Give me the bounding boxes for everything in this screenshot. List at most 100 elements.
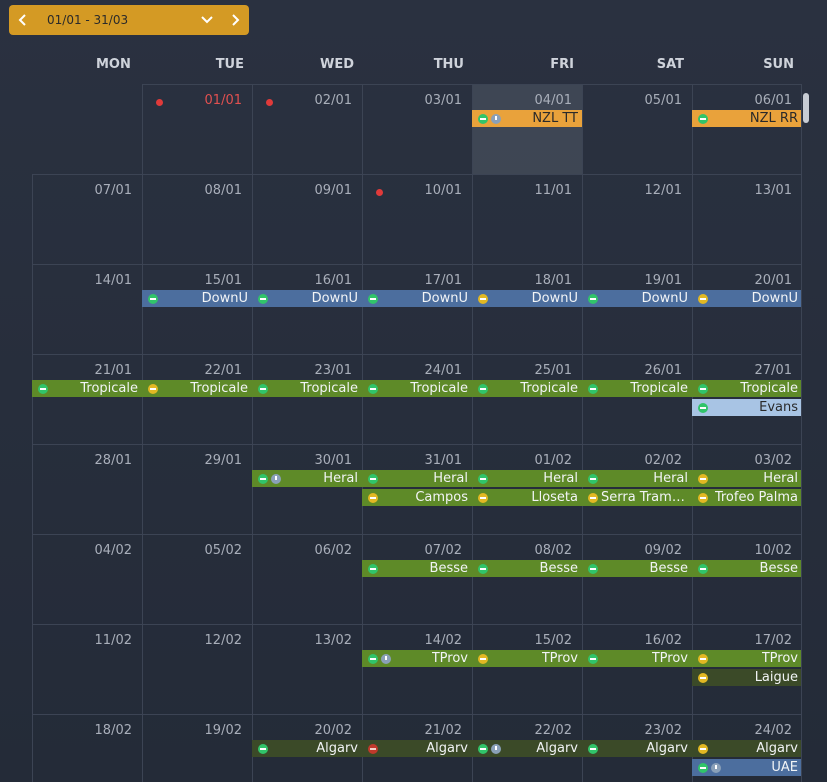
event-bar[interactable]: Lloseta bbox=[472, 489, 582, 506]
day-cell[interactable]: 09/01 bbox=[252, 174, 362, 264]
event-bar[interactable]: DownU bbox=[142, 290, 252, 307]
day-cell-today[interactable]: 04/01 bbox=[472, 84, 582, 174]
event-bar[interactable]: Besse bbox=[472, 560, 582, 577]
day-cell[interactable]: 02/01 bbox=[252, 84, 362, 174]
event-bar[interactable]: Tropicale bbox=[582, 380, 692, 397]
day-cell[interactable]: 19/02 bbox=[142, 714, 252, 782]
day-cell[interactable]: 28/01 bbox=[32, 444, 142, 534]
day-cell[interactable]: 08/02 bbox=[472, 534, 582, 624]
day-cell[interactable]: 17/01 bbox=[362, 264, 472, 354]
day-cell[interactable]: 14/02 bbox=[362, 624, 472, 714]
event-bar[interactable]: UAE bbox=[692, 759, 802, 776]
event-bar[interactable]: NZL RR bbox=[692, 110, 802, 127]
day-cell[interactable]: 05/01 bbox=[582, 84, 692, 174]
day-cell[interactable]: 20/01 bbox=[692, 264, 802, 354]
event-bar[interactable]: Tropicale bbox=[142, 380, 252, 397]
range-dropdown-button[interactable] bbox=[193, 5, 221, 35]
event-bar[interactable]: DownU bbox=[362, 290, 472, 307]
event-bar[interactable]: Algarv bbox=[692, 740, 802, 757]
day-cell[interactable]: 10/02 bbox=[692, 534, 802, 624]
event-title: Heral bbox=[543, 471, 578, 486]
event-bar[interactable]: Serra Tramunt... bbox=[582, 489, 692, 506]
day-cell[interactable]: 29/01 bbox=[142, 444, 252, 534]
day-date: 13/01 bbox=[754, 183, 792, 198]
event-bar[interactable]: Heral bbox=[692, 470, 802, 487]
status-ok-icon bbox=[698, 762, 708, 773]
day-cell[interactable]: 12/01 bbox=[582, 174, 692, 264]
event-bar[interactable]: DownU bbox=[582, 290, 692, 307]
event-bar[interactable]: Algarv bbox=[582, 740, 692, 757]
day-cell[interactable]: 13/01 bbox=[692, 174, 802, 264]
event-bar[interactable]: Besse bbox=[362, 560, 472, 577]
event-bar[interactable]: Heral bbox=[472, 470, 582, 487]
event-bar[interactable]: TProv bbox=[582, 650, 692, 667]
day-cell[interactable]: 18/02 bbox=[32, 714, 142, 782]
event-bar[interactable]: TProv bbox=[362, 650, 472, 667]
event-bar[interactable]: TProv bbox=[692, 650, 802, 667]
day-cell[interactable]: 16/01 bbox=[252, 264, 362, 354]
event-bar[interactable]: DownU bbox=[472, 290, 582, 307]
day-cell[interactable]: 12/02 bbox=[142, 624, 252, 714]
prev-range-button[interactable] bbox=[9, 5, 37, 35]
day-cell[interactable]: 30/01 bbox=[252, 444, 362, 534]
event-title: DownU bbox=[421, 291, 468, 306]
status-ok-icon bbox=[698, 113, 708, 124]
day-cell[interactable]: 15/01 bbox=[142, 264, 252, 354]
alert-icon bbox=[368, 743, 378, 754]
event-bar[interactable]: Tropicale bbox=[32, 380, 142, 397]
event-bar[interactable]: Heral bbox=[252, 470, 362, 487]
day-cell[interactable]: 11/01 bbox=[472, 174, 582, 264]
day-cell[interactable]: 22/01 bbox=[142, 354, 252, 444]
next-range-button[interactable] bbox=[221, 5, 249, 35]
event-bar[interactable]: Tropicale bbox=[692, 380, 802, 397]
event-title: Tropicale bbox=[190, 381, 248, 396]
day-cell[interactable]: 23/01 bbox=[252, 354, 362, 444]
event-bar[interactable]: Heral bbox=[582, 470, 692, 487]
event-bar[interactable]: Tropicale bbox=[252, 380, 362, 397]
event-bar[interactable]: Tropicale bbox=[472, 380, 582, 397]
event-bar[interactable]: Besse bbox=[582, 560, 692, 577]
event-bar[interactable]: NZL TT bbox=[472, 110, 582, 127]
day-cell[interactable]: 21/01 bbox=[32, 354, 142, 444]
day-cell[interactable]: 18/01 bbox=[472, 264, 582, 354]
event-bar[interactable]: DownU bbox=[252, 290, 362, 307]
event-bar[interactable]: Algarv bbox=[362, 740, 472, 757]
day-cell[interactable]: 03/01 bbox=[362, 84, 472, 174]
event-title: Algarv bbox=[316, 741, 358, 756]
day-cell[interactable]: 09/02 bbox=[582, 534, 692, 624]
status-warning-icon bbox=[698, 473, 708, 484]
day-cell[interactable]: 11/02 bbox=[32, 624, 142, 714]
day-cell[interactable]: 25/01 bbox=[472, 354, 582, 444]
day-cell[interactable]: 15/02 bbox=[472, 624, 582, 714]
day-cell[interactable]: 07/02 bbox=[362, 534, 472, 624]
day-cell[interactable]: 01/01 bbox=[142, 84, 252, 174]
day-cell[interactable]: 08/01 bbox=[142, 174, 252, 264]
event-bar[interactable]: Laigue bbox=[692, 669, 802, 686]
event-bar[interactable]: TProv bbox=[472, 650, 582, 667]
event-bar[interactable]: Besse bbox=[692, 560, 802, 577]
event-title: Besse bbox=[539, 561, 578, 576]
day-cell[interactable]: 06/02 bbox=[252, 534, 362, 624]
day-cell[interactable]: 05/02 bbox=[142, 534, 252, 624]
event-bar[interactable]: Algarv bbox=[472, 740, 582, 757]
day-cell[interactable]: 24/01 bbox=[362, 354, 472, 444]
event-bar[interactable]: Tropicale bbox=[362, 380, 472, 397]
date-range-picker[interactable]: 01/01 - 31/03 bbox=[9, 5, 249, 35]
day-cell[interactable]: 13/02 bbox=[252, 624, 362, 714]
day-cell[interactable]: 19/01 bbox=[582, 264, 692, 354]
day-cell[interactable]: 26/01 bbox=[582, 354, 692, 444]
day-cell[interactable]: 07/01 bbox=[32, 174, 142, 264]
day-cell[interactable]: 04/02 bbox=[32, 534, 142, 624]
event-bar[interactable]: Heral bbox=[362, 470, 472, 487]
day-cell[interactable]: 06/01 bbox=[692, 84, 802, 174]
event-bar[interactable]: Algarv bbox=[252, 740, 362, 757]
event-bar[interactable]: Evans bbox=[692, 399, 802, 416]
day-cell[interactable]: 10/01 bbox=[362, 174, 472, 264]
event-bar[interactable]: DownU bbox=[692, 290, 802, 307]
day-cell[interactable]: 16/02 bbox=[582, 624, 692, 714]
event-bar[interactable]: Trofeo Palma bbox=[692, 489, 802, 506]
scrollbar-thumb[interactable] bbox=[803, 93, 809, 123]
event-title: Heral bbox=[653, 471, 688, 486]
day-cell[interactable]: 14/01 bbox=[32, 264, 142, 354]
event-bar[interactable]: Campos bbox=[362, 489, 472, 506]
